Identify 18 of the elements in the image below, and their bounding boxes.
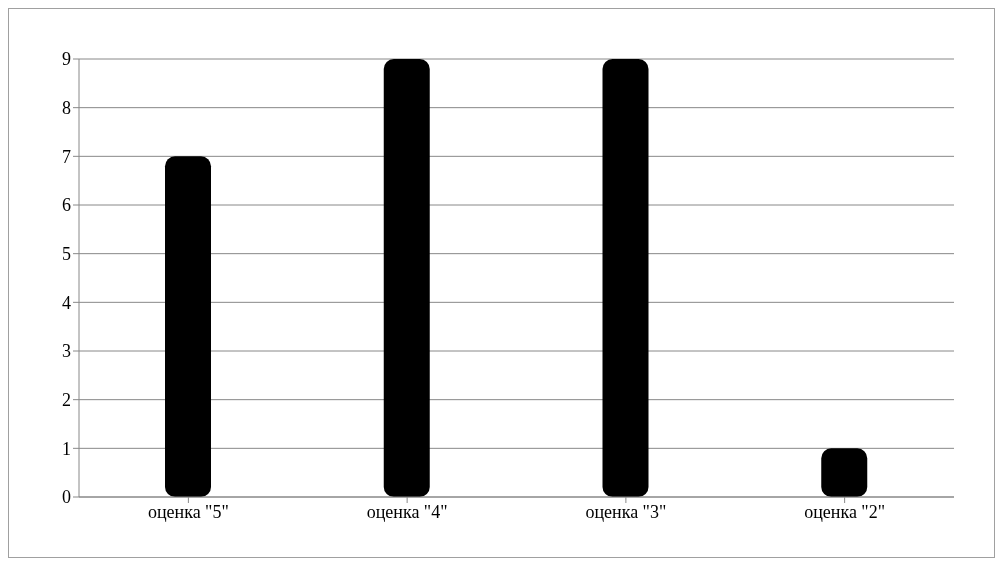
bar (165, 156, 211, 497)
y-tick-label: 6 (62, 195, 71, 216)
x-tick-label: оценка "2" (804, 501, 886, 522)
y-tick-label: 4 (62, 292, 71, 313)
x-tick-label: оценка "3" (585, 501, 667, 522)
bar (602, 59, 649, 497)
bar (821, 448, 868, 497)
y-tick-label: 9 (62, 49, 71, 70)
y-tick-label: 3 (62, 341, 71, 362)
y-tick-label: 0 (62, 487, 71, 508)
y-tick-label: 5 (62, 244, 71, 265)
y-tick-label: 8 (62, 98, 71, 119)
bar (383, 59, 430, 497)
x-tick-label: оценка "5" (147, 501, 229, 522)
x-tick-label: оценка "4" (366, 501, 448, 522)
y-tick-label: 1 (62, 438, 71, 459)
y-tick-label: 2 (62, 390, 71, 411)
y-tick-label: 7 (62, 146, 71, 167)
